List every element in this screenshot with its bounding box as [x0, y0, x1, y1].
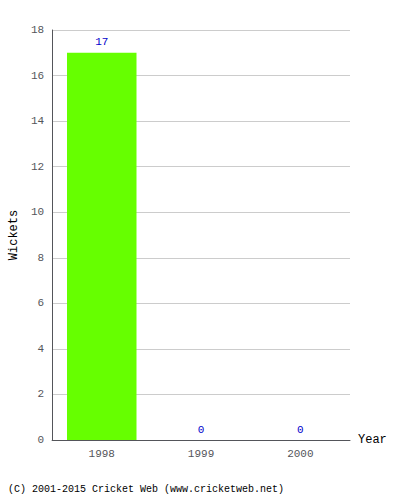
svg-text:2000: 2000	[287, 448, 313, 460]
svg-text:6: 6	[37, 297, 44, 309]
svg-text:1998: 1998	[89, 448, 115, 460]
svg-text:12: 12	[31, 161, 44, 173]
svg-text:18: 18	[31, 24, 44, 36]
svg-text:0: 0	[297, 424, 304, 436]
svg-text:8: 8	[37, 252, 44, 264]
svg-text:0: 0	[37, 434, 44, 446]
svg-text:10: 10	[31, 206, 44, 218]
svg-text:Year: Year	[358, 433, 387, 447]
svg-text:16: 16	[31, 70, 44, 82]
svg-text:1999: 1999	[188, 448, 214, 460]
svg-text:14: 14	[31, 115, 45, 127]
svg-text:4: 4	[37, 343, 44, 355]
svg-text:(C) 2001-2015 Cricket Web (www: (C) 2001-2015 Cricket Web (www.cricketwe…	[8, 484, 284, 495]
svg-text:2: 2	[37, 388, 44, 400]
svg-text:Wickets: Wickets	[7, 210, 21, 260]
svg-text:17: 17	[95, 36, 108, 48]
svg-text:0: 0	[198, 424, 205, 436]
